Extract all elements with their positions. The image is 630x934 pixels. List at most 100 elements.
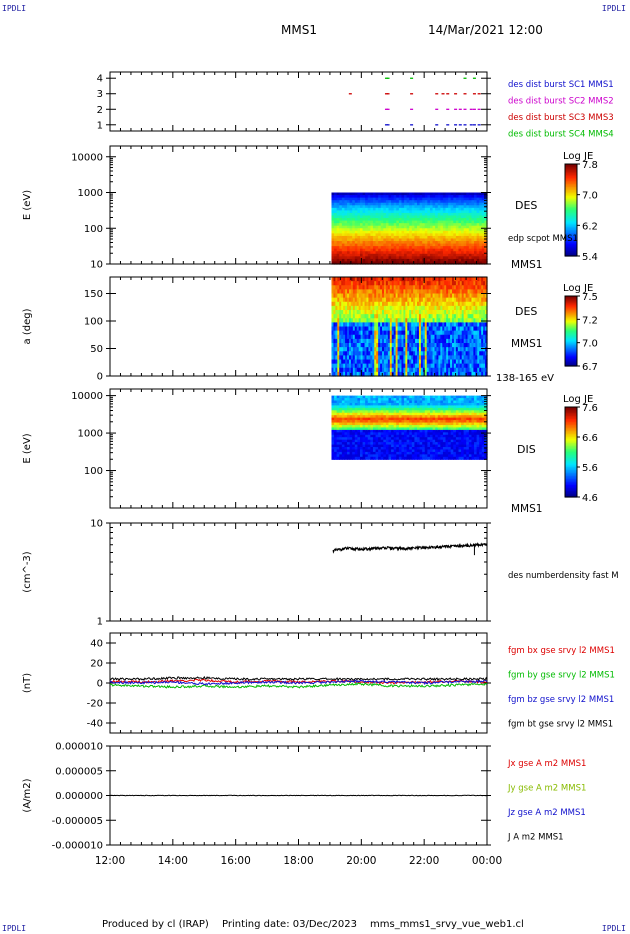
legend-entry: des dist burst SC2 MMS2 — [508, 97, 614, 107]
colorbar-tick-label: 7.2 — [582, 315, 598, 326]
panel-label-des: DES — [515, 199, 537, 212]
colorbar-title: Log JE — [563, 151, 593, 162]
y-tick-label: 4 — [97, 74, 103, 85]
corner-label-bottom-right: IPDLI — [601, 924, 626, 933]
y-tick-label: 1000 — [78, 188, 103, 199]
burst-mark — [477, 108, 481, 110]
burst-mark — [386, 108, 390, 110]
legend-entry: Jz gse A m2 MMS1 — [507, 808, 586, 818]
burst-mark — [454, 124, 458, 126]
y-tick-label: 0 — [97, 372, 103, 383]
burst-mark — [458, 124, 462, 126]
burst-mark — [384, 77, 388, 79]
y-tick-label: 0.000000 — [55, 791, 103, 802]
burst-mark — [463, 93, 467, 95]
footer-printing-date: Printing date: 03/Dec/2023 — [222, 919, 358, 930]
legend-entry: fgm by gse srvy l2 MMS1 — [508, 671, 615, 681]
y-tick-label: 150 — [84, 289, 103, 300]
burst-mark — [386, 77, 390, 79]
burst-mark — [386, 124, 390, 126]
corner-label-bottom-left: IPDLI — [2, 924, 27, 933]
burst-mark — [441, 93, 445, 95]
burst-mark — [410, 124, 414, 126]
y-tick-label: 3 — [97, 89, 103, 100]
burst-mark — [410, 93, 414, 95]
heatmap-des-energy — [331, 192, 488, 265]
x-tick-label: 12:00 — [95, 855, 125, 867]
legend-entry: des numberdensity fast M — [508, 571, 619, 581]
series-line — [332, 542, 488, 554]
burst-mark — [472, 93, 476, 95]
y-axis-label-density: (cm^-3) — [22, 551, 33, 592]
colorbar-des-pitch — [565, 296, 577, 367]
burst-mark — [435, 124, 439, 126]
y-tick-label: 100 — [84, 317, 103, 328]
legend-entry: fgm bt gse srvy l2 MMS1 — [508, 720, 613, 730]
y-axis-label-current: (A/m2) — [22, 778, 33, 812]
burst-mark — [446, 108, 450, 110]
panel-label-des-pitch: DES — [515, 305, 537, 318]
y-tick-label: -40 — [87, 719, 103, 730]
legend-entry: des dist burst SC4 MMS4 — [508, 130, 614, 140]
y-tick-label: 0.000010 — [55, 742, 103, 753]
colorbar-dis-energy — [565, 407, 577, 498]
corner-label-top-left: IPDLI — [2, 4, 27, 13]
heatmap-des-pitch — [331, 277, 488, 377]
panel-frame-density — [109, 522, 488, 622]
x-tick-label: 22:00 — [409, 855, 439, 867]
series-line — [109, 682, 488, 689]
legend-entry: fgm bx gse srvy l2 MMS1 — [508, 646, 615, 656]
y-tick-label: 0 — [97, 679, 103, 690]
corner-label-top-right: IPDLI — [601, 4, 626, 13]
colorbar-tick-label: 5.4 — [582, 252, 598, 263]
colorbar-tick-label: 7.5 — [582, 292, 598, 303]
x-tick-label: 00:00 — [472, 855, 502, 867]
y-tick-label: -20 — [87, 699, 103, 710]
legend-entry: des dist burst SC1 MMS1 — [508, 80, 614, 90]
y-tick-label: 100 — [84, 466, 103, 477]
burst-mark — [472, 77, 476, 79]
panel-label-dis: DIS — [517, 443, 536, 456]
footer-producer: Produced by cl (IRAP) — [102, 919, 209, 930]
x-tick-label: 18:00 — [283, 855, 313, 867]
y-tick-label: 10000 — [71, 152, 103, 163]
panel-label-right: edp scpot MMS1 — [508, 234, 578, 244]
burst-mark — [454, 93, 458, 95]
burst-mark — [410, 77, 414, 79]
header-datetime: 14/Mar/2021 12:00 — [428, 23, 543, 37]
colorbar-tick-label: 7.0 — [582, 339, 598, 350]
header-spacecraft: MMS1 — [281, 23, 317, 37]
burst-mark — [469, 124, 473, 126]
x-tick-label: 16:00 — [221, 855, 251, 867]
colorbar-frame — [564, 295, 578, 367]
panel-instrument-pitch: MMS1 — [511, 338, 542, 350]
legend-entry: Jy gse A m2 MMS1 — [507, 784, 586, 794]
burst-mark — [386, 93, 390, 95]
x-tick-label: 14:00 — [158, 855, 188, 867]
y-tick-label: 1 — [97, 617, 103, 628]
burst-mark — [348, 93, 352, 95]
burst-mark — [454, 108, 458, 110]
colorbar-tick-label: 7.8 — [582, 160, 598, 171]
y-tick-label: -0.000005 — [52, 816, 103, 827]
burst-mark — [472, 108, 476, 110]
legend-entry: des dist burst SC3 MMS3 — [508, 113, 614, 123]
series-line — [109, 679, 488, 686]
burst-mark — [463, 124, 467, 126]
colorbar-tick-label: 4.6 — [582, 493, 598, 504]
colorbar-frame — [564, 406, 578, 498]
footer-filename: mms_mms1_srvy_vue_web1.cl — [370, 919, 524, 930]
panel-instrument-dis: MMS1 — [511, 503, 542, 515]
y-tick-label: 10 — [90, 519, 103, 530]
burst-mark — [446, 124, 450, 126]
burst-mark — [384, 93, 388, 95]
burst-mark — [446, 93, 450, 95]
y-tick-label: 10 — [90, 260, 103, 271]
colorbar-title: Log JE — [563, 283, 593, 294]
colorbar-tick-label: 7.6 — [582, 403, 598, 414]
y-tick-label: 20 — [90, 659, 103, 670]
legend-entry: J A m2 MMS1 — [507, 833, 564, 843]
heatmap-dis-energy — [331, 395, 488, 460]
burst-mark — [384, 108, 388, 110]
